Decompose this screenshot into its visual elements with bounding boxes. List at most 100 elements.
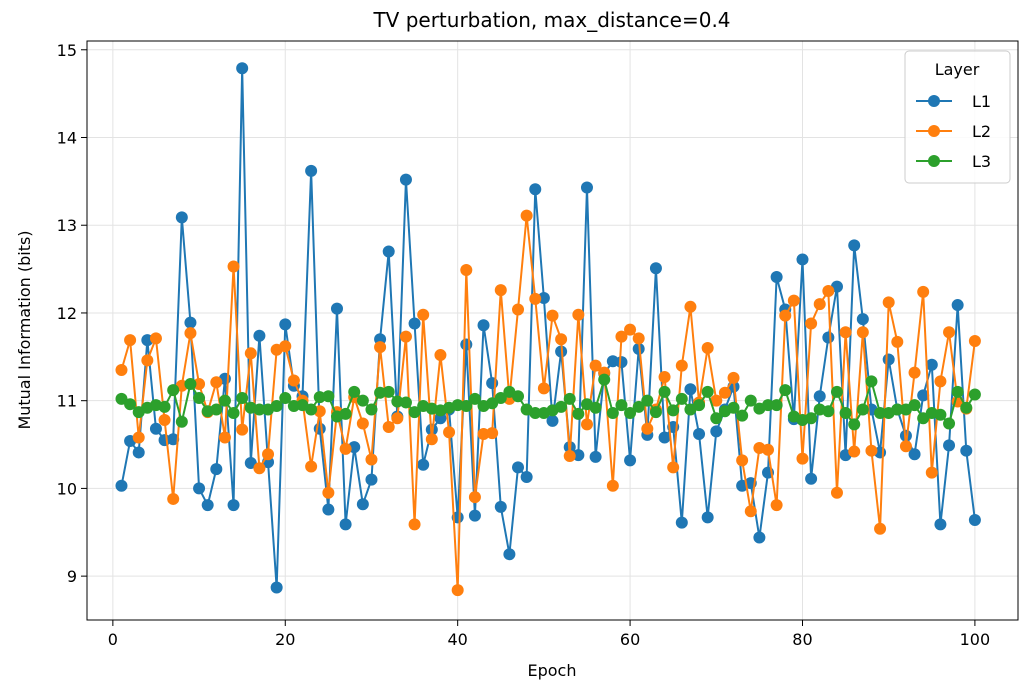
- data-point: [253, 462, 266, 475]
- data-point: [882, 353, 895, 366]
- legend-frame: [904, 50, 1011, 184]
- data-point: [667, 404, 680, 417]
- data-point: [468, 491, 481, 504]
- data-point: [822, 405, 835, 418]
- data-point: [839, 406, 852, 419]
- data-point: [201, 499, 214, 512]
- data-point: [451, 584, 464, 597]
- data-point: [210, 403, 223, 416]
- data-point: [167, 384, 180, 397]
- data-point: [589, 359, 602, 372]
- data-point: [641, 422, 654, 435]
- data-point: [589, 450, 602, 463]
- data-point: [184, 378, 197, 391]
- legend-marker: [928, 95, 940, 107]
- data-point: [632, 332, 645, 345]
- data-point: [460, 338, 473, 351]
- data-point: [624, 323, 637, 336]
- data-point: [908, 399, 921, 412]
- data-point: [193, 378, 206, 391]
- data-point: [891, 403, 904, 416]
- data-point: [399, 173, 412, 186]
- data-point: [227, 260, 240, 273]
- data-point: [874, 406, 887, 419]
- data-point: [701, 511, 714, 524]
- y-tick-label: 10: [57, 479, 77, 498]
- data-point: [391, 412, 404, 425]
- data-point: [486, 397, 499, 410]
- data-point: [322, 390, 335, 403]
- data-point: [856, 313, 869, 326]
- data-point: [494, 392, 507, 405]
- data-point: [322, 486, 335, 499]
- data-point: [762, 399, 775, 412]
- data-point: [477, 428, 490, 441]
- data-point: [649, 262, 662, 275]
- data-point: [546, 309, 559, 322]
- legend-marker: [928, 125, 940, 137]
- data-point: [874, 522, 887, 535]
- y-tick-label: 12: [57, 304, 77, 323]
- data-point: [175, 415, 188, 428]
- data-point: [606, 479, 619, 492]
- data-point: [434, 349, 447, 362]
- data-point: [365, 473, 378, 486]
- legend-title: Layer: [935, 60, 980, 79]
- data-point: [753, 531, 766, 544]
- data-point: [572, 407, 585, 420]
- data-point: [830, 486, 843, 499]
- y-axis-label: Mutual Information (bits): [15, 230, 34, 429]
- data-point: [960, 444, 973, 457]
- data-point: [124, 334, 137, 347]
- data-point: [727, 371, 740, 384]
- data-point: [115, 479, 128, 492]
- data-point: [503, 548, 516, 561]
- data-point: [693, 428, 706, 441]
- data-point: [934, 408, 947, 421]
- data-point: [529, 292, 542, 305]
- data-point: [529, 183, 542, 196]
- data-point: [805, 317, 818, 330]
- x-axis: 0 20 40 60 80 100: [108, 620, 990, 649]
- data-point: [132, 446, 145, 459]
- data-point: [236, 392, 249, 405]
- data-point: [391, 395, 404, 408]
- y-tick-label: 14: [57, 129, 77, 148]
- data-point: [667, 461, 680, 474]
- legend-item-l2: L2: [916, 122, 991, 141]
- data-point: [606, 406, 619, 419]
- data-point: [236, 423, 249, 436]
- data-point: [279, 392, 292, 405]
- data-point: [736, 409, 749, 422]
- data-point: [641, 394, 654, 407]
- data-point: [374, 386, 387, 399]
- data-point: [451, 399, 464, 412]
- data-point: [563, 449, 576, 462]
- data-point: [563, 392, 576, 405]
- chart-title: TV perturbation, max_distance=0.4: [372, 8, 730, 32]
- data-point: [891, 335, 904, 348]
- data-point: [287, 399, 300, 412]
- data-point: [279, 340, 292, 353]
- data-point: [253, 403, 266, 416]
- data-point: [494, 284, 507, 297]
- data-point: [606, 355, 619, 368]
- data-point: [408, 406, 421, 419]
- data-point: [762, 443, 775, 456]
- data-point: [365, 453, 378, 466]
- data-point: [908, 448, 921, 461]
- data-point: [830, 385, 843, 398]
- data-point: [951, 299, 964, 312]
- data-point: [684, 383, 697, 396]
- data-point: [822, 285, 835, 298]
- x-axis-label: Epoch: [528, 661, 577, 680]
- data-point: [649, 406, 662, 419]
- data-point: [132, 431, 145, 444]
- data-point: [399, 396, 412, 409]
- data-point: [787, 294, 800, 307]
- data-point: [856, 326, 869, 339]
- data-point: [770, 399, 783, 412]
- legend-label: L2: [972, 122, 991, 141]
- legend-label: L1: [972, 92, 991, 111]
